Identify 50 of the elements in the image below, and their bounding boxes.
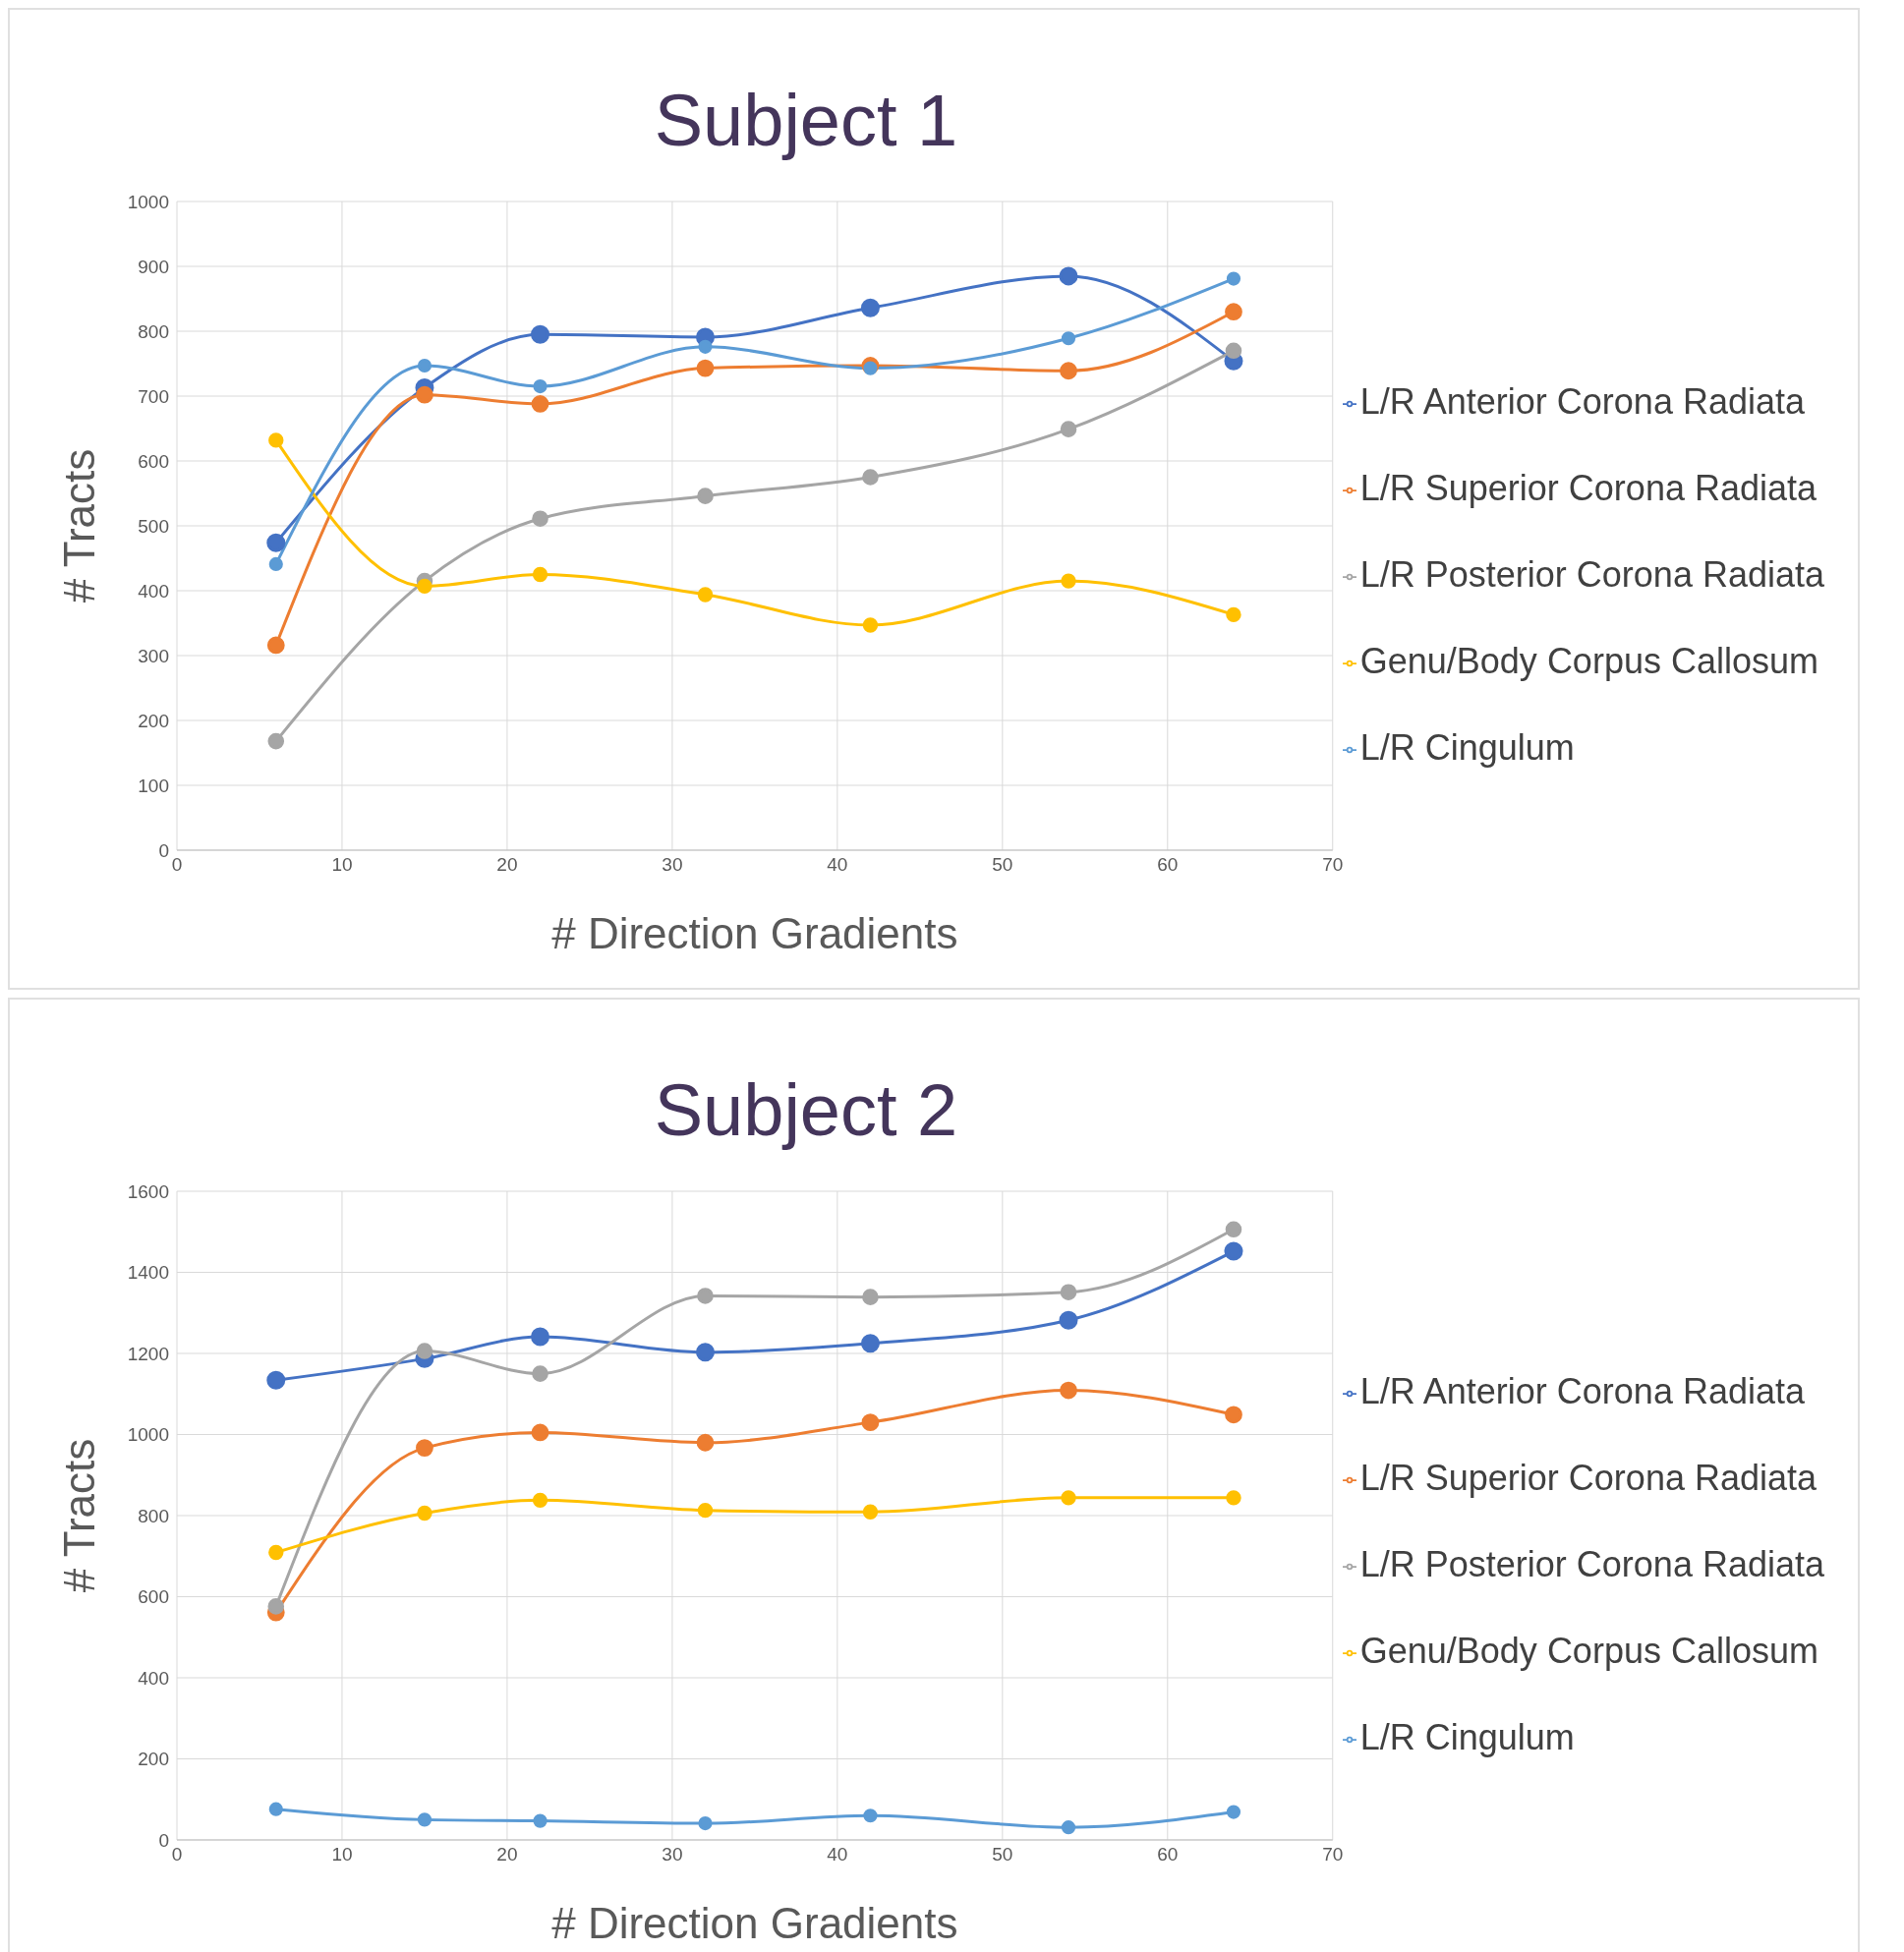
x-axis-title: # Direction Gradients: [551, 909, 958, 957]
chart-title: Subject 1: [653, 79, 959, 162]
y-tick-label: 1400: [127, 1262, 169, 1284]
y-tick-label: 500: [138, 515, 169, 537]
x-tick-label: 30: [662, 1844, 683, 1866]
x-tick-label: 50: [992, 854, 1013, 876]
legend-label: L/R Cingulum: [1359, 1717, 1575, 1757]
y-tick-label: 900: [138, 256, 169, 277]
y-tick-label: 1000: [127, 191, 169, 212]
y-tick-label: 100: [138, 775, 169, 796]
y-axis-title: # Tracts: [54, 448, 103, 603]
y-tick-label: 1000: [127, 1424, 169, 1446]
x-tick-label: 20: [496, 1844, 518, 1866]
y-tick-label: 600: [138, 1586, 169, 1608]
y-tick-label: 800: [138, 320, 169, 342]
y-tick-label: 0: [158, 839, 169, 861]
legend-label: Genu/Body Corpus Callosum: [1359, 641, 1818, 681]
legend-label: L/R Posterior Corona Radiata: [1359, 1544, 1824, 1584]
x-tick-label: 30: [662, 854, 683, 876]
x-tick-label: 70: [1322, 854, 1344, 876]
x-tick-label: 10: [331, 1844, 353, 1866]
x-tick-label: 50: [992, 1844, 1013, 1866]
y-tick-label: 400: [138, 1667, 169, 1689]
legend-label: L/R Posterior Corona Radiata: [1359, 554, 1824, 595]
chart-title: Subject 2: [653, 1068, 959, 1152]
y-tick-label: 300: [138, 645, 169, 666]
y-tick-label: 800: [138, 1505, 169, 1526]
x-axis-title: # Direction Gradients: [551, 1899, 958, 1947]
y-axis-title: # Tracts: [54, 1438, 103, 1593]
y-tick-label: 1200: [127, 1343, 169, 1364]
legend-label: Genu/Body Corpus Callosum: [1359, 1631, 1818, 1671]
legend-label: L/R Superior Corona Radiata: [1359, 468, 1817, 508]
y-tick-label: 200: [138, 1749, 169, 1770]
x-tick-label: 40: [827, 854, 848, 876]
legend-label: L/R Superior Corona Radiata: [1359, 1458, 1817, 1498]
x-tick-label: 40: [827, 1844, 848, 1866]
legend-label: L/R Anterior Corona Radiata: [1359, 1371, 1805, 1411]
x-tick-label: 60: [1157, 1844, 1179, 1866]
y-tick-label: 0: [158, 1829, 169, 1851]
y-tick-label: 1600: [127, 1180, 169, 1202]
x-tick-label: 60: [1157, 854, 1179, 876]
x-tick-label: 10: [331, 854, 353, 876]
legend-label: L/R Anterior Corona Radiata: [1359, 381, 1805, 422]
x-tick-label: 70: [1322, 1844, 1344, 1866]
y-tick-label: 600: [138, 450, 169, 472]
y-tick-label: 400: [138, 580, 169, 602]
y-tick-label: 200: [138, 710, 169, 731]
legend-label: L/R Cingulum: [1359, 727, 1575, 768]
x-tick-label: 20: [496, 854, 518, 876]
y-tick-label: 700: [138, 385, 169, 407]
